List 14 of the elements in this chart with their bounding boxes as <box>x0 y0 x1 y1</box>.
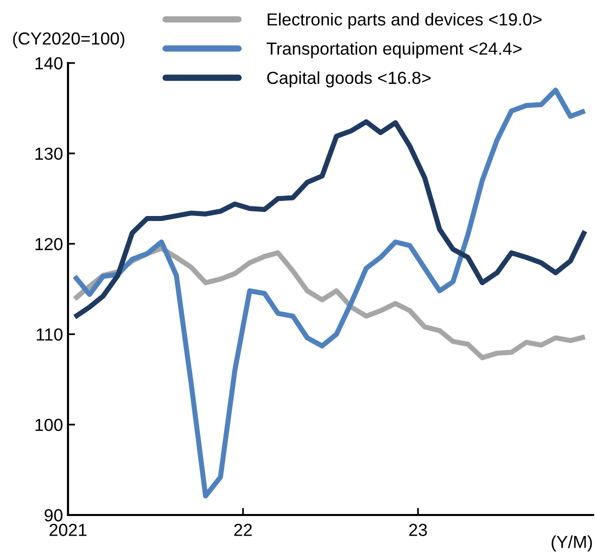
legend-label: Capital goods <16.8> <box>267 71 431 88</box>
legend-label: Electronic parts and devices <19.0> <box>268 12 542 30</box>
x-tick-label: 23 <box>409 524 427 536</box>
y-tick-label: 100 <box>36 418 62 432</box>
y-axis-title: (CY2020=100) <box>13 32 124 48</box>
x-axis-title: (Y/M) <box>552 535 592 552</box>
y-tick-label: 90 <box>44 509 62 522</box>
y-tick-label: 120 <box>36 238 62 250</box>
y-tick-label: 110 <box>36 328 62 341</box>
y-tick-label: 130 <box>36 148 62 160</box>
legend-label: Transportation equipment <24.4> <box>266 42 522 58</box>
x-tick-label: 22 <box>234 524 252 536</box>
x-tick-label: 2021 <box>50 524 86 536</box>
y-tick-label: 140 <box>36 57 62 70</box>
